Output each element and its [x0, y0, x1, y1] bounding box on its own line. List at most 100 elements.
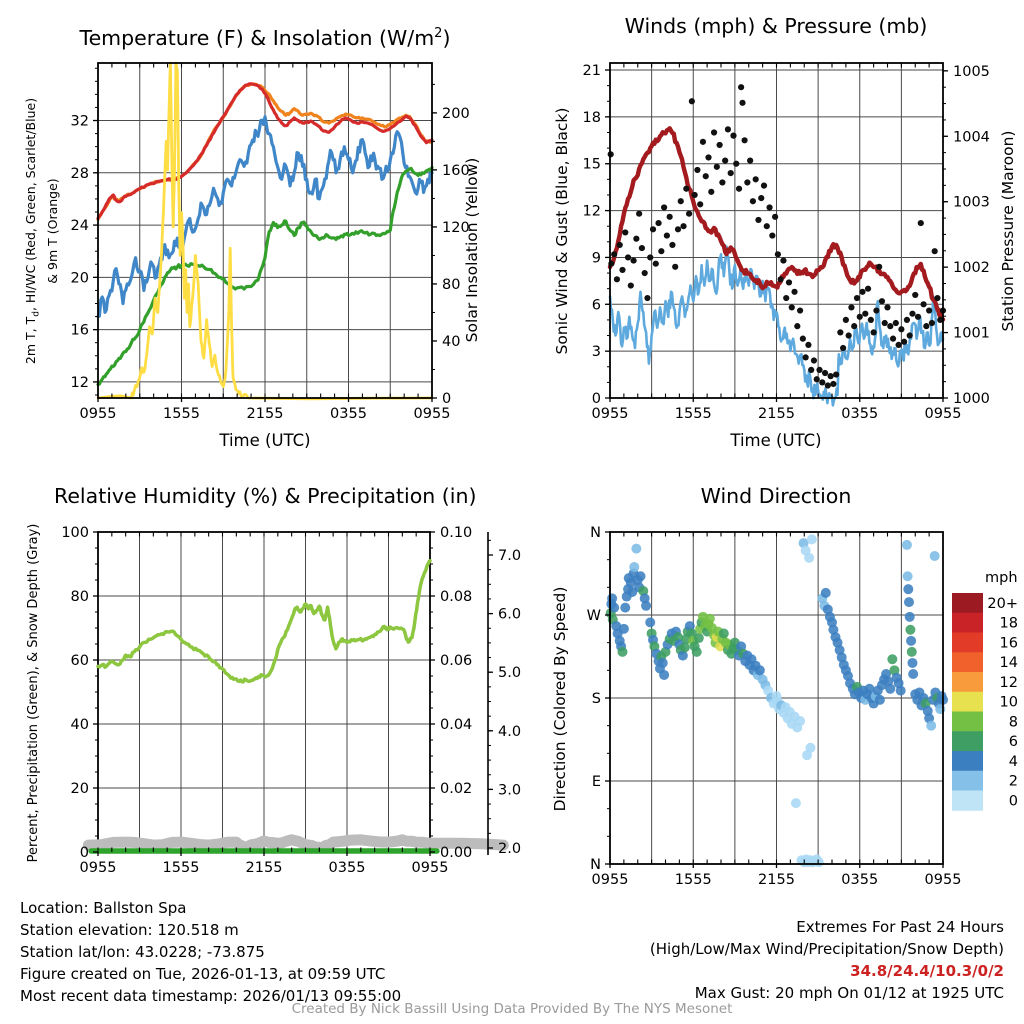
x-tick: 1555 [675, 872, 712, 888]
svg-text:80: 80 [71, 589, 89, 605]
svg-text:0.08: 0.08 [440, 589, 472, 605]
svg-text:28: 28 [71, 166, 89, 182]
x-tick: 0355 [330, 406, 367, 422]
extremes-subtitle: (High/Low/Max Wind/Precipitation/Snow De… [649, 940, 1004, 958]
svg-text:1004: 1004 [953, 129, 990, 145]
svg-text:16: 16 [1000, 635, 1018, 651]
svg-text:N: N [590, 857, 601, 873]
x-axis-title-left: Time (UTC) [219, 431, 311, 450]
chart-title-wind-direction: Wind Direction [700, 484, 852, 508]
x-tick: 2155 [758, 872, 795, 888]
chart-1 [605, 62, 948, 407]
svg-text:24: 24 [71, 218, 89, 234]
extremes-block: Extremes For Past 24 Hours (High/Low/Max… [650, 916, 1004, 1004]
svg-text:6: 6 [592, 297, 601, 313]
svg-text:W: W [587, 608, 601, 624]
x-tick: 0355 [329, 860, 366, 876]
credit-line: Created By Nick Bassill Using Data Provi… [291, 1001, 733, 1017]
svg-text:0.10: 0.10 [440, 525, 472, 541]
station-latlon: Station lat/lon: 43.0228; -73.875 [20, 943, 265, 961]
svg-text:1001: 1001 [953, 326, 990, 342]
svg-text:12: 12 [71, 375, 89, 391]
station-elevation: Station elevation: 120.518 m [20, 921, 239, 939]
x-tick: 0355 [841, 406, 878, 422]
chart-title-temperature: Temperature (F) & Insolation (W/m2) [79, 26, 451, 50]
svg-text:1000: 1000 [953, 391, 990, 407]
extremes-title: Extremes For Past 24 Hours [796, 918, 1004, 936]
svg-text:0: 0 [80, 845, 89, 861]
x-tick: 1555 [675, 406, 712, 422]
svg-text:0.02: 0.02 [440, 781, 472, 797]
x-tick: 0955 [925, 406, 962, 422]
svg-text:20: 20 [71, 781, 89, 797]
x-axis-title-right: Time (UTC) [730, 431, 822, 450]
x-tick: 2155 [758, 406, 795, 422]
svg-text:40: 40 [442, 334, 460, 350]
svg-text:10: 10 [1000, 695, 1018, 711]
data-timestamp: Most recent data timestamp: 2026/01/13 0… [20, 987, 402, 1005]
svg-text:6: 6 [1009, 734, 1018, 750]
axis-label-direction-left: Direction (Colored By Speed) [551, 586, 569, 812]
x-tick: 0955 [592, 406, 629, 422]
svg-text:0: 0 [1009, 793, 1018, 809]
x-tick: 0955 [925, 872, 962, 888]
svg-text:5.0: 5.0 [498, 665, 521, 681]
chart-3 [605, 531, 983, 868]
figure-created: Figure created on Tue, 2026-01-13, at 09… [20, 965, 386, 983]
chart-0 [93, 61, 437, 402]
svg-text:160: 160 [442, 163, 470, 179]
svg-text:4: 4 [1009, 754, 1018, 770]
axis-label-insolation-right: Solar Insolation (Yellow) [463, 157, 481, 343]
svg-text:18: 18 [583, 110, 601, 126]
svg-text:4.0: 4.0 [498, 724, 521, 740]
svg-text:9: 9 [592, 250, 601, 266]
x-tick: 0955 [412, 860, 449, 876]
x-tick: 1555 [163, 860, 200, 876]
svg-text:0: 0 [592, 391, 601, 407]
svg-text:20: 20 [71, 270, 89, 286]
svg-text:32: 32 [71, 114, 89, 130]
axis-label-percent-left: Percent, Precipitation (Green), & Snow D… [26, 523, 41, 863]
svg-text:18: 18 [1000, 616, 1018, 632]
x-tick: 2155 [247, 406, 284, 422]
svg-text:N: N [590, 525, 601, 541]
x-tick: 0955 [592, 872, 629, 888]
svg-text:3: 3 [592, 344, 601, 360]
colorbar-title: mph [985, 570, 1018, 586]
svg-text:8: 8 [1009, 714, 1018, 730]
svg-text:120: 120 [442, 220, 470, 236]
svg-text:0.06: 0.06 [440, 653, 472, 669]
axis-label-temp-left: 2m T, Td, HI/WC (Red, Green, Scarlet/Blu… [23, 97, 60, 365]
chart-title-winds-pressure: Winds (mph) & Pressure (mb) [624, 14, 928, 38]
chart-2 [82, 531, 509, 856]
axis-label-pressure-right: Station Pressure (Maroon) [999, 130, 1017, 332]
extremes-values: 34.8/24.4/10.3/0/2 [850, 962, 1004, 980]
svg-text:20+: 20+ [987, 596, 1018, 612]
svg-text:2.0: 2.0 [498, 841, 521, 857]
svg-text:1003: 1003 [953, 195, 990, 211]
svg-text:12: 12 [583, 204, 601, 220]
svg-text:100: 100 [61, 525, 89, 541]
svg-text:0.00: 0.00 [440, 845, 472, 861]
svg-text:21: 21 [583, 63, 601, 79]
svg-text:0.04: 0.04 [440, 717, 472, 733]
svg-text:80: 80 [442, 277, 460, 293]
svg-text:S: S [592, 691, 601, 707]
svg-text:12: 12 [1000, 675, 1018, 691]
station-location: Location: Ballston Spa [20, 899, 187, 917]
svg-text:14: 14 [1000, 655, 1018, 671]
svg-text:3.0: 3.0 [498, 782, 521, 798]
svg-text:15: 15 [583, 157, 601, 173]
x-tick: 0955 [80, 860, 117, 876]
svg-text:40: 40 [71, 717, 89, 733]
svg-text:16: 16 [71, 323, 89, 339]
x-tick: 0955 [80, 406, 117, 422]
svg-text:1005: 1005 [953, 64, 990, 80]
x-tick: 1555 [163, 406, 200, 422]
svg-text:7.0: 7.0 [498, 548, 521, 564]
svg-text:200: 200 [442, 106, 470, 122]
svg-text:1002: 1002 [953, 260, 990, 276]
max-gust: Max Gust: 20 mph On 01/12 at 1925 UTC [694, 984, 1004, 1002]
